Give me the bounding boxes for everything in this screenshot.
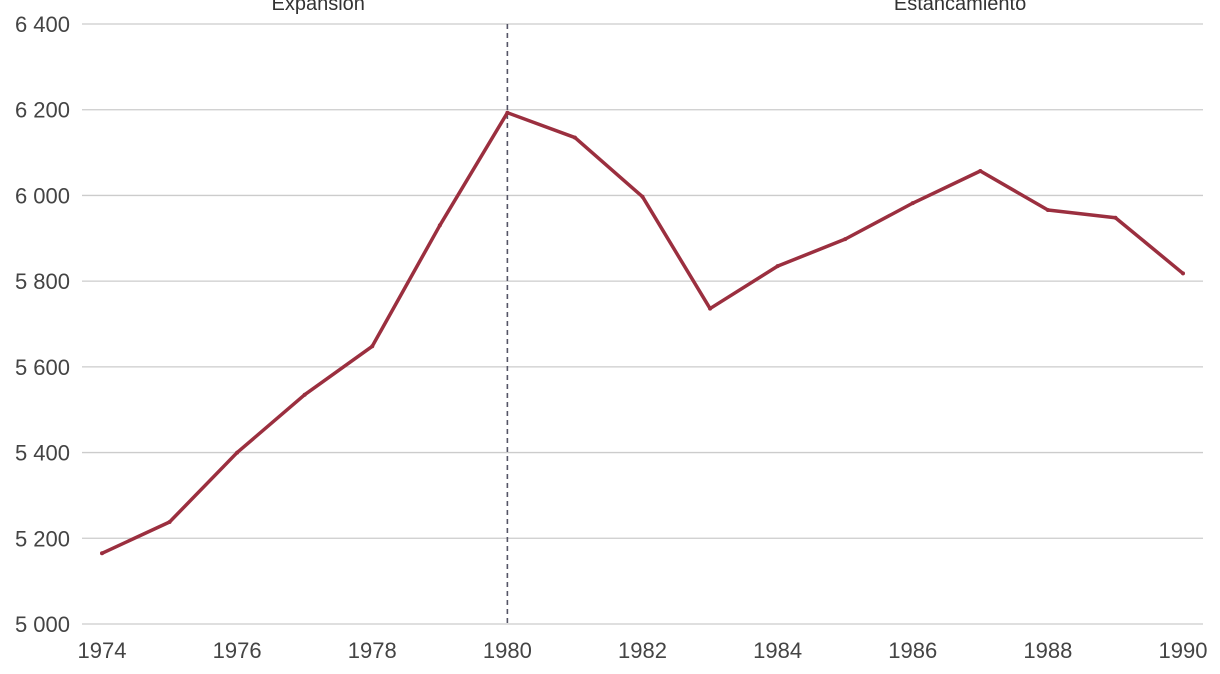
- data-point: [775, 264, 780, 269]
- data-point: [167, 520, 172, 524]
- y-tick-label: 5 400: [15, 441, 70, 466]
- data-point: [437, 223, 442, 228]
- gridlines: [82, 23, 1203, 625]
- data-point: [910, 201, 915, 206]
- annotations: Expansión Estancamiento: [271, 0, 1026, 15]
- y-tick-label: 5 200: [15, 526, 70, 551]
- y-tick-label: 6 000: [15, 183, 70, 208]
- data-point: [1181, 271, 1185, 276]
- y-tick-label: 6 400: [15, 12, 70, 37]
- annotation-label: Estancamiento: [894, 0, 1026, 15]
- x-tick-label: 1984: [753, 638, 802, 663]
- x-tick-label: 1982: [618, 638, 667, 663]
- data-point: [978, 169, 983, 173]
- x-tick-label: 1990: [1159, 638, 1208, 663]
- x-tick-label: 1974: [78, 638, 127, 663]
- series-line: [100, 110, 1185, 556]
- x-tick-label: 1988: [1023, 638, 1072, 663]
- annotation-label: Expansión: [271, 0, 364, 15]
- data-point: [640, 194, 645, 199]
- x-tick-label: 1978: [348, 638, 397, 663]
- data-point: [1045, 208, 1050, 212]
- y-tick-label: 5 600: [15, 355, 70, 380]
- data-point: [843, 237, 848, 242]
- series-group: [100, 110, 1185, 556]
- data-point: [1113, 215, 1118, 220]
- y-tick-label: 5 800: [15, 269, 70, 294]
- axes: 5 000 5 200 5 400 5 600 5 800 6 000 6 200 6 400…: [15, 12, 1208, 663]
- x-tick-label: 1986: [888, 638, 937, 663]
- data-point: [505, 110, 510, 115]
- x-tick-label: 1980: [483, 638, 532, 663]
- y-tick-label: 6 200: [15, 98, 70, 123]
- data-point: [572, 135, 577, 140]
- data-point: [302, 392, 307, 397]
- data-point: [100, 551, 104, 556]
- y-tick-label: 5 000: [15, 612, 70, 637]
- data-point: [708, 306, 713, 311]
- data-point: [370, 344, 375, 349]
- data-point: [235, 450, 240, 455]
- x-tick-label: 1976: [213, 638, 262, 663]
